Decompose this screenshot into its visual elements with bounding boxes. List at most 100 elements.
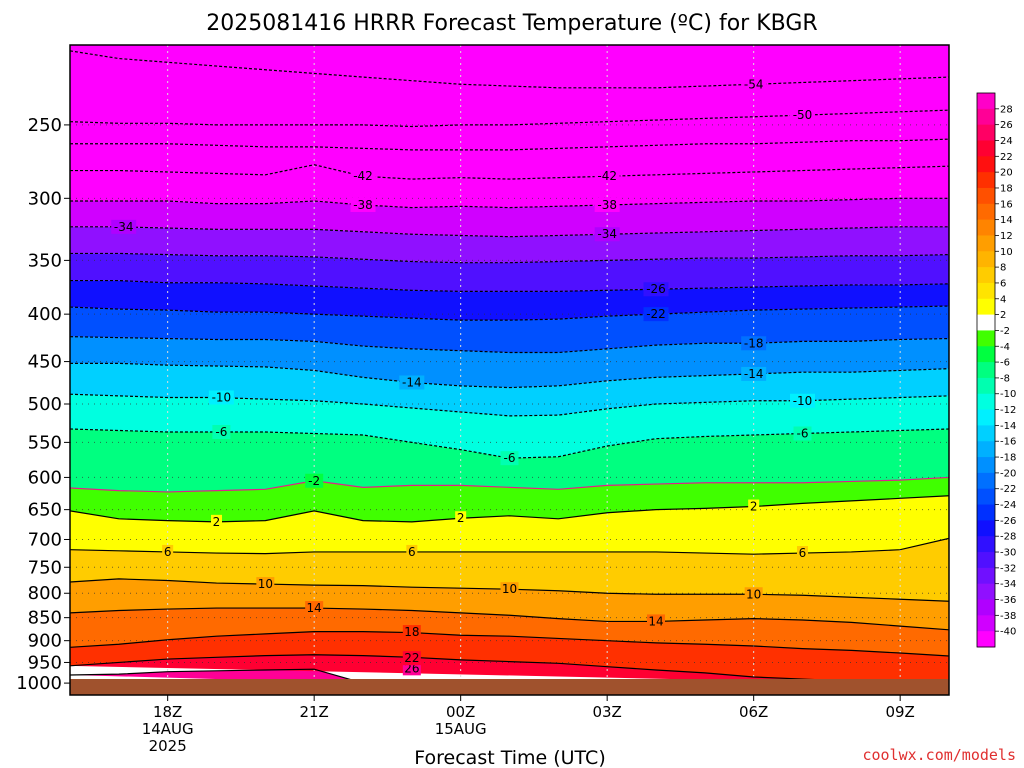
colorbar-swatch <box>977 599 995 616</box>
contour-label-bg <box>350 197 376 212</box>
colorbar-swatch <box>977 425 995 442</box>
pressure-tick-label: 500 <box>28 394 62 415</box>
isotherm-line <box>70 50 949 89</box>
contour-label-bg <box>594 197 620 212</box>
contour-label-bg <box>797 546 808 561</box>
colorbar-swatch <box>977 124 995 141</box>
contour-label-bg <box>402 651 421 666</box>
colorbar-tick-label: -20 <box>1000 468 1016 479</box>
colorbar-tick-label: -28 <box>1000 532 1016 543</box>
contour-label-bg <box>643 307 669 322</box>
contour-label: -34 <box>114 220 134 234</box>
colorbar-swatch <box>977 172 995 189</box>
contour-label: -26 <box>646 282 666 296</box>
colorbar-swatch <box>977 504 995 521</box>
pressure-tick-label: 900 <box>28 631 62 652</box>
colorbar-tick-label: 28 <box>1000 104 1013 115</box>
contour-label: -38 <box>597 198 617 212</box>
temperature-band <box>70 654 949 686</box>
colorbar-swatch <box>977 235 995 252</box>
colorbar-swatch <box>977 377 995 395</box>
temperature-band <box>70 280 949 321</box>
colorbar-tick-label: -24 <box>1000 500 1016 511</box>
colorbar-swatch <box>977 298 995 316</box>
pressure-tick-label: 450 <box>28 352 62 373</box>
colorbar-tick-label: -4 <box>1000 342 1010 353</box>
colorbar-frame <box>976 92 996 648</box>
contour-label-bg <box>744 587 763 602</box>
contour-label-bg <box>399 375 425 390</box>
isotherm-line <box>70 164 949 180</box>
contour-label-bg <box>790 393 815 408</box>
isotherm-line <box>70 226 949 238</box>
isotherm-line <box>70 197 949 209</box>
colorbar: 28 26 24 22 20 18 16 14 12 10 8 6 4 2 -2 -4 -6 -8 -10 -12 -1… <box>976 92 1016 648</box>
colorbar-tick-label: -12 <box>1000 405 1016 416</box>
contour-label: -34 <box>597 227 617 241</box>
contour-label: 6 <box>799 546 807 560</box>
contour-label: 6 <box>408 545 416 559</box>
pressure-tick-label: 950 <box>28 652 62 673</box>
contour-label: -10 <box>212 391 232 405</box>
temperature-fill-layer <box>70 45 949 686</box>
contour-label-bg <box>455 511 467 526</box>
contour-label: 14 <box>307 601 322 615</box>
contour-label-bg <box>111 219 137 234</box>
colorbar-swatch <box>977 488 995 506</box>
colorbar-tick-label: -40 <box>1000 627 1016 638</box>
colorbar-tick-label: -2 <box>1000 326 1010 337</box>
isotherm-line <box>70 607 949 631</box>
colorbar-swatch <box>977 583 995 601</box>
colorbar-tick-label: -8 <box>1000 373 1010 384</box>
contour-label: -10 <box>793 394 813 408</box>
colorbar-tick-label: 18 <box>1000 183 1013 194</box>
contour-label: 14 <box>648 614 663 628</box>
temperature-band <box>70 363 949 416</box>
colorbar-tick-label: -36 <box>1000 595 1016 606</box>
isotherm-line <box>70 476 949 493</box>
contour-label-bg <box>406 544 418 559</box>
colorbar-tick-label: -26 <box>1000 516 1016 527</box>
colorbar-tick-label: -30 <box>1000 548 1016 559</box>
colorbar-tick-label: -6 <box>1000 358 1010 369</box>
time-tick-label: 03Z <box>592 703 621 721</box>
isotherm-line <box>70 668 364 684</box>
colorbar-swatch <box>977 93 995 110</box>
colorbar-swatch <box>977 567 995 585</box>
colorbar-tick-label: -22 <box>1000 484 1016 495</box>
contour-label-bg <box>594 227 620 242</box>
contour-label: -14 <box>744 367 764 381</box>
temperature-band <box>70 394 949 459</box>
colorbar-tick-label: -32 <box>1000 563 1016 574</box>
contour-label: -42 <box>597 169 617 183</box>
contour-label-bg <box>208 390 234 405</box>
contour-label: -22 <box>646 307 666 321</box>
contour-label: 18 <box>404 625 419 639</box>
colorbar-swatch <box>977 267 995 284</box>
contour-label: 2 <box>750 500 758 514</box>
temperature-band <box>70 164 949 208</box>
contour-label: 2 <box>213 515 221 529</box>
time-tick-label: 2025 <box>149 737 187 755</box>
contour-label: -6 <box>215 425 227 439</box>
colorbar-tick-label: -10 <box>1000 389 1016 400</box>
colorbar-swatch <box>977 330 995 347</box>
pressure-tick-label: 350 <box>28 250 62 271</box>
contour-label-bg <box>402 625 421 640</box>
colorbar-tick-label: 24 <box>1000 136 1013 147</box>
colorbar-swatch <box>977 520 995 537</box>
temperature-band <box>70 306 949 353</box>
colorbar-swatch <box>977 441 995 458</box>
colorbar-tick-label: 16 <box>1000 199 1013 210</box>
colorbar-swatch <box>977 314 995 331</box>
isotherm-line <box>70 138 949 151</box>
temperature-band <box>70 253 949 292</box>
contour-label-bg <box>647 614 665 629</box>
contour-label: 2 <box>457 511 465 525</box>
chart-title: 2025081416 HRRR Forecast Temperature (ºC… <box>206 11 817 36</box>
temperature-band <box>70 631 949 686</box>
colorbar-tick-label: -38 <box>1000 611 1016 622</box>
temperature-band <box>70 45 949 88</box>
contour-label: -6 <box>504 451 516 465</box>
